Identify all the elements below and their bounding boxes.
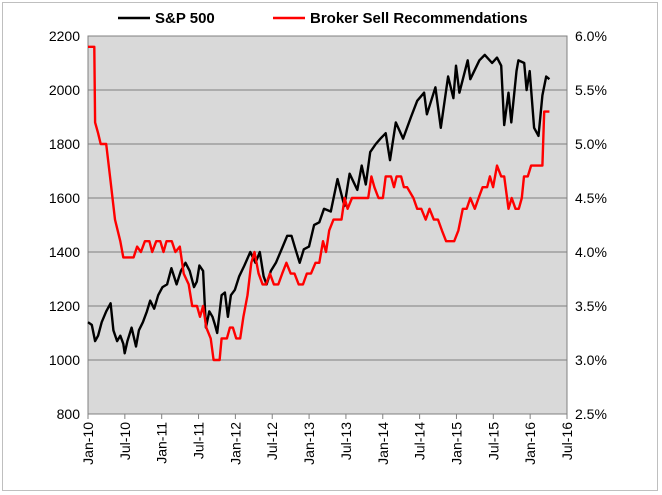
left-tick-label: 1200 bbox=[49, 298, 80, 314]
right-tick-label: 2.5% bbox=[575, 406, 607, 422]
right-tick-label: 3.0% bbox=[575, 352, 607, 368]
left-axis-tick-labels: 800 1000 1200 1400 1600 1800 2000 2200 bbox=[49, 28, 80, 422]
x-tick-label: Jul-12 bbox=[264, 422, 280, 460]
left-tick-label: 1400 bbox=[49, 244, 80, 260]
x-tick-label: Jul-11 bbox=[191, 422, 207, 459]
x-tick-label: Jan-16 bbox=[522, 422, 538, 465]
plot-area bbox=[87, 35, 568, 415]
legend-label-broker-sell: Broker Sell Recommendations bbox=[310, 10, 528, 27]
x-tick-label: Jul-15 bbox=[485, 422, 501, 460]
series-lines bbox=[87, 45, 551, 362]
left-tick-label: 2200 bbox=[49, 28, 80, 44]
left-tick-label: 800 bbox=[57, 406, 81, 422]
right-axis-tick-labels: 2.5% 3.0% 3.5% 4.0% 4.5% 5.0% 5.5% 6.0% bbox=[575, 28, 607, 422]
sp500-line bbox=[87, 53, 551, 355]
x-tick-label: Jan-10 bbox=[80, 422, 96, 465]
x-tick-label: Jul-10 bbox=[117, 422, 133, 460]
broker-sell-line bbox=[88, 45, 550, 362]
right-tick-label: 5.0% bbox=[575, 136, 607, 152]
left-tick-label: 1800 bbox=[49, 136, 80, 152]
right-tick-label: 4.0% bbox=[575, 244, 607, 260]
legend: S&P 500 Broker Sell Recommendations bbox=[118, 10, 528, 27]
x-tick-label: Jul-14 bbox=[412, 422, 428, 460]
x-tick-label: Jan-13 bbox=[301, 422, 317, 465]
left-tick-label: 2000 bbox=[49, 82, 80, 98]
x-tick-label: Jan-12 bbox=[227, 422, 243, 465]
right-tick-label: 5.5% bbox=[575, 82, 607, 98]
right-tick-label: 4.5% bbox=[575, 190, 607, 206]
legend-label-sp500: S&P 500 bbox=[155, 10, 215, 27]
x-tick-label: Jan-14 bbox=[375, 422, 391, 465]
left-tick-label: 1600 bbox=[49, 190, 80, 206]
x-tick-label: Jul-16 bbox=[559, 422, 575, 460]
left-tick-label: 1000 bbox=[49, 352, 80, 368]
x-tick-label: Jan-11 bbox=[154, 422, 170, 464]
gridlines bbox=[88, 89, 567, 361]
x-tick-label: Jan-15 bbox=[448, 422, 464, 465]
x-axis-tick-labels: Jan-10 Jul-10 Jan-11 Jul-11 Jan-12 Jul-12 Jan-… bbox=[80, 414, 575, 465]
right-tick-label: 6.0% bbox=[575, 28, 607, 44]
right-tick-label: 3.5% bbox=[575, 298, 607, 314]
x-tick-label: Jul-13 bbox=[338, 422, 354, 460]
